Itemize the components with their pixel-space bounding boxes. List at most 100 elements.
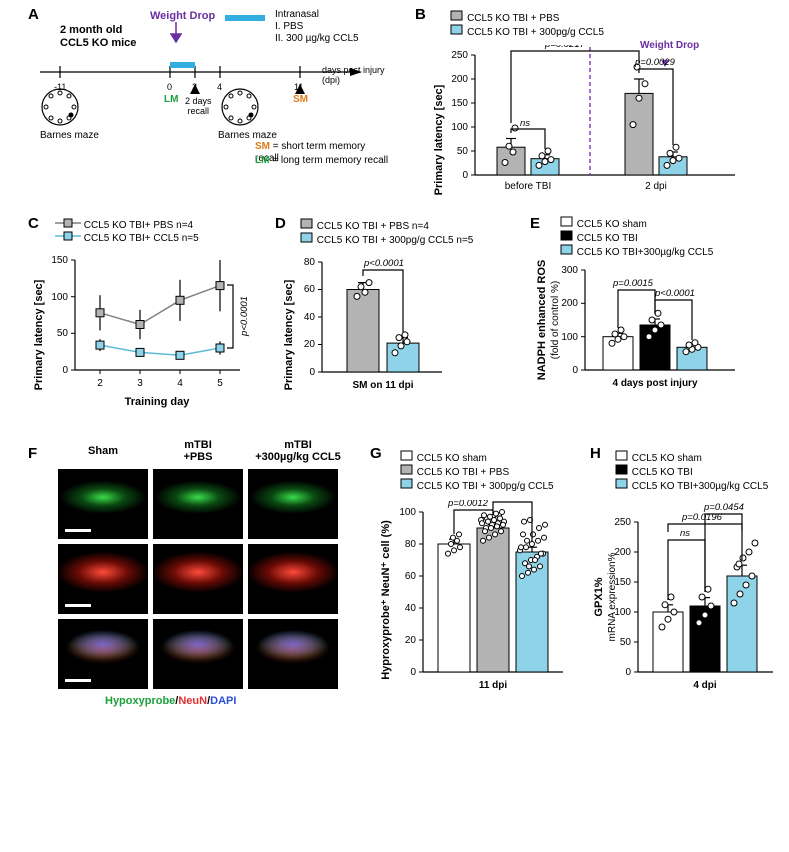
panel-d-label: D (275, 215, 286, 232)
svg-text:p=0.0015: p=0.0015 (612, 278, 654, 289)
svg-text:5: 5 (217, 378, 223, 389)
panel-f-micrographs: Sham mTBI +PBS mTBI +300µg/kg CCL5 Hypox… (50, 445, 350, 725)
panel-b-label: B (415, 6, 426, 23)
panel-b-legend: CCL5 KO TBI + PBS CCL5 KO TBI + 300pg/g … (450, 10, 604, 38)
panel-c-chart: 0 50 100 150 2 3 4 5 p<0.0001 Primary latenc… (30, 250, 260, 410)
svg-text:GPX1%: GPX1% (593, 577, 605, 616)
svg-text:NADPH enhanced ROS: NADPH enhanced ROS (536, 260, 548, 380)
svg-text:100: 100 (451, 122, 468, 133)
svg-text:p<0.0001: p<0.0001 (492, 500, 533, 501)
svg-text:ns: ns (680, 528, 690, 539)
panel-g-chart: 020 4060 80100 (375, 500, 585, 710)
panel-d-chart: 020 4060 80 p<0.0001 SM on 11 dpi Primar… (280, 250, 480, 410)
svg-text:p=0.0012: p=0.0012 (447, 500, 489, 509)
svg-text:SM on 11 dpi: SM on 11 dpi (352, 380, 413, 391)
stain-dapi: DAPI (210, 695, 236, 707)
svg-text:300: 300 (561, 265, 578, 276)
svg-text:0: 0 (572, 365, 578, 376)
svg-text:2 dpi: 2 dpi (645, 181, 667, 192)
sm-tag: SM (293, 94, 308, 105)
e-legend-tbi: CCL5 KO TBI (577, 233, 638, 244)
c-legend-pbs: CCL5 KO TBI+ PBS n=4 (84, 220, 193, 231)
intranasal-label: Intranasal (275, 9, 319, 20)
stain-hypo: Hypoxyprobe (105, 695, 175, 707)
svg-text:60: 60 (405, 571, 417, 582)
axis-label-dpi: days post injury (dpi) (322, 65, 390, 85)
svg-text:3: 3 (137, 378, 143, 389)
col-sham: Sham (58, 445, 148, 457)
panel-b-ylabel: Primary latency [sec] (433, 84, 445, 195)
svg-text:80: 80 (405, 539, 417, 550)
h-legend-tbi: CCL5 KO TBI (632, 467, 693, 478)
c-legend-ccl5: CCL5 KO TBI+ CCL5 n=5 (84, 233, 199, 244)
svg-text:p<0.0001: p<0.0001 (363, 258, 404, 269)
panel-c-label: C (28, 215, 39, 232)
panel-f-label: F (28, 445, 37, 462)
svg-text:200: 200 (561, 298, 578, 309)
tick--11: -11 (54, 82, 66, 92)
panel-g-label: G (370, 445, 382, 462)
panel-e-legend: CCL5 KO sham CCL5 KO TBI CCL5 KO TBI+300… (560, 216, 713, 258)
col-pbs: mTBI +PBS (153, 439, 243, 463)
panel-h-label: H (590, 445, 601, 462)
svg-text:60: 60 (304, 284, 316, 295)
panel-b-chart: 050 100150 200250 (430, 45, 770, 200)
svg-text:Primary latency [sec]: Primary latency [sec] (33, 279, 45, 390)
h-legend-sham: CCL5 KO sham (632, 453, 702, 464)
svg-text:p<0.0001: p<0.0001 (239, 296, 250, 337)
svg-text:mRNA expression%: mRNA expression% (607, 552, 618, 641)
weight-drop-label: Weight Drop (150, 10, 215, 22)
panel-e-chart: 0100 200300 p=0.0015 p<0.0001 4 days pos… (535, 260, 775, 410)
mice-line2: CCL5 KO mice (60, 37, 136, 49)
g-legend-ccl5: CCL5 KO TBI + 300pg/g CCL5 (417, 481, 554, 492)
legend-pbs: CCL5 KO TBI + PBS (467, 13, 559, 24)
p-ns: ns (520, 118, 530, 129)
svg-text:250: 250 (614, 517, 631, 528)
panel-g-legend: CCL5 KO sham CCL5 KO TBI + PBS CCL5 KO T… (400, 450, 554, 492)
svg-text:50: 50 (620, 637, 632, 648)
svg-text:0: 0 (410, 667, 416, 678)
barnes-label-1: Barnes maze (40, 130, 99, 141)
svg-text:0: 0 (625, 667, 631, 678)
svg-text:40: 40 (304, 312, 316, 323)
svg-text:2: 2 (97, 378, 103, 389)
e-legend-ccl5: CCL5 KO TBI+300µg/kg CCL5 (577, 247, 713, 258)
panel-h-chart: 050 100150 200250 ns p=0.0 (590, 500, 789, 710)
svg-text:before TBI: before TBI (505, 181, 552, 192)
svg-text:(fold of control %): (fold of control %) (550, 281, 561, 359)
svg-text:150: 150 (51, 255, 68, 266)
svg-text:150: 150 (451, 98, 468, 109)
svg-text:Training day: Training day (125, 396, 191, 408)
svg-text:20: 20 (304, 339, 316, 350)
svg-text:100: 100 (561, 332, 578, 343)
svg-text:0: 0 (462, 170, 468, 181)
svg-text:80: 80 (304, 257, 316, 268)
svg-text:50: 50 (457, 146, 469, 157)
svg-text:4 days post injury: 4 days post injury (612, 378, 697, 389)
svg-text:0: 0 (309, 367, 315, 378)
svg-text:50: 50 (57, 328, 69, 339)
lm-tag: LM (164, 94, 178, 105)
g-legend-sham: CCL5 KO sham (417, 453, 487, 464)
stain-neun: NeuN (178, 695, 207, 707)
p-left: p=0.0217 (544, 45, 586, 50)
panel-h-legend: CCL5 KO sham CCL5 KO TBI CCL5 KO TBI+300… (615, 450, 768, 492)
tick-0: 0 (167, 82, 172, 92)
svg-text:11 dpi: 11 dpi (479, 680, 508, 691)
svg-text:4: 4 (177, 378, 183, 389)
svg-text:0: 0 (62, 365, 68, 376)
intranasal-bar-icon (225, 15, 265, 21)
g-legend-pbs: CCL5 KO TBI + PBS (417, 467, 509, 478)
e-legend-sham: CCL5 KO sham (577, 219, 647, 230)
legend-ccl5: CCL5 KO TBI + 300pg/g CCL5 (467, 27, 604, 38)
lm-key: LM (255, 155, 269, 166)
svg-text:100: 100 (399, 507, 416, 518)
mice-line1: 2 month old (60, 24, 122, 36)
tick-2: 2 (192, 82, 197, 92)
panel-a-diagram: Weight Drop 2 month old CCL5 KO mice Int… (30, 10, 390, 180)
svg-text:4 dpi: 4 dpi (693, 680, 717, 691)
svg-text:p=0.0454: p=0.0454 (703, 502, 744, 513)
svg-text:100: 100 (51, 292, 68, 303)
svg-text:250: 250 (451, 50, 468, 61)
sm-key: SM (255, 141, 270, 152)
